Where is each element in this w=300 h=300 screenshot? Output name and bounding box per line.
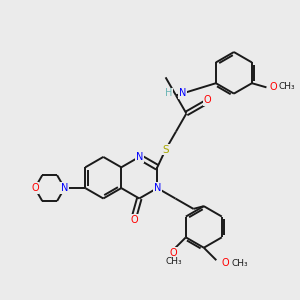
Text: O: O	[204, 95, 211, 105]
Text: O: O	[170, 248, 177, 258]
Text: O: O	[269, 82, 277, 92]
Text: H: H	[165, 88, 172, 98]
Text: N: N	[136, 152, 143, 162]
Text: N: N	[154, 183, 161, 193]
Text: CH₃: CH₃	[278, 82, 295, 91]
Text: N: N	[179, 88, 186, 98]
Text: CH₃: CH₃	[165, 257, 182, 266]
Text: CH₃: CH₃	[231, 259, 248, 268]
Text: O: O	[130, 215, 138, 225]
Text: N: N	[61, 183, 68, 193]
Text: O: O	[31, 183, 39, 193]
Text: O: O	[221, 258, 229, 268]
Text: S: S	[162, 145, 169, 155]
